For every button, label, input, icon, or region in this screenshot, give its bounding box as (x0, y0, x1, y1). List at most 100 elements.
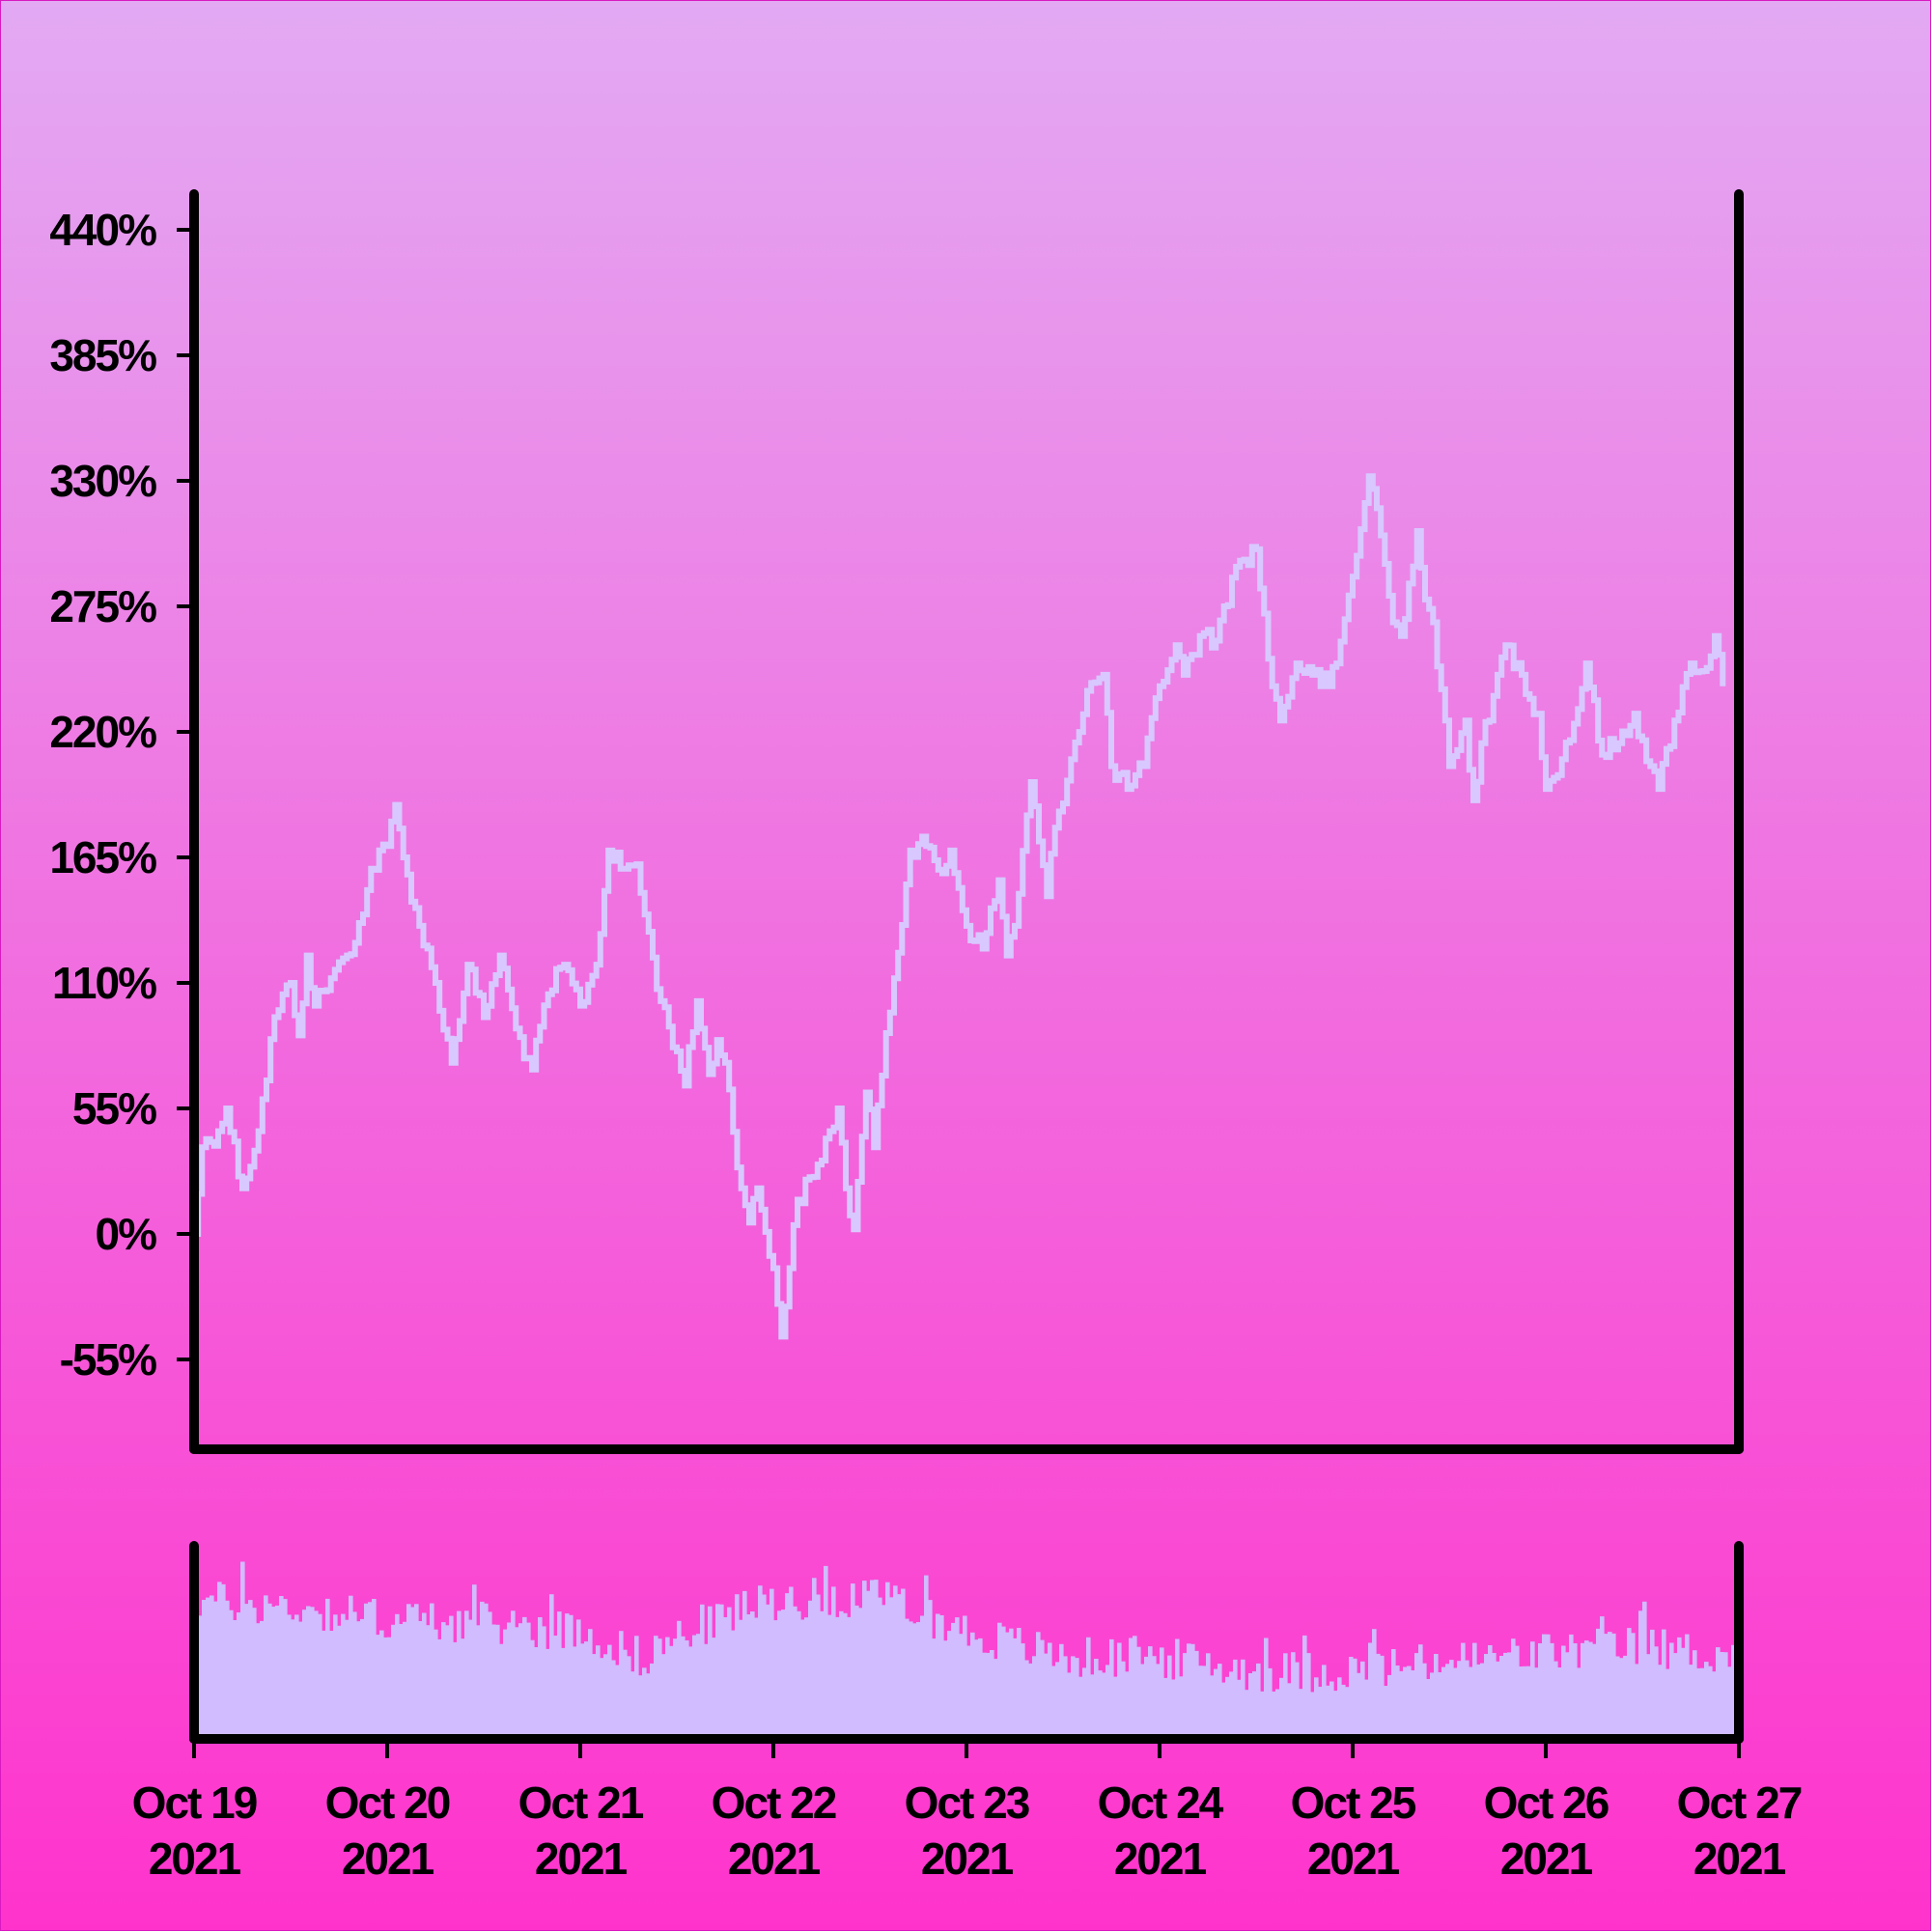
volume-bar (1086, 1637, 1091, 1739)
volume-bar (530, 1639, 535, 1739)
volume-bar (1380, 1655, 1385, 1739)
volume-bar (1403, 1666, 1408, 1739)
volume-bar (1596, 1628, 1601, 1739)
volume-bar (762, 1594, 767, 1739)
volume-bar (862, 1581, 867, 1739)
volume-bar (1345, 1687, 1350, 1739)
volume-bar (291, 1619, 295, 1739)
volume-bar (1604, 1634, 1609, 1739)
volume-bar (372, 1599, 377, 1739)
volume-bar (387, 1637, 392, 1739)
volume-bar (959, 1634, 964, 1739)
volume-bar (1368, 1642, 1373, 1739)
x-tick-label-date: Oct 19 (132, 1778, 257, 1828)
volume-bar (603, 1654, 608, 1739)
volume-bar (1272, 1691, 1276, 1739)
volume-bar (1411, 1670, 1415, 1739)
volume-bar (642, 1667, 647, 1739)
volume-bar (1098, 1670, 1103, 1739)
volume-bar (503, 1629, 508, 1739)
volume-bar (746, 1614, 751, 1739)
volume-bar (468, 1619, 473, 1739)
volume-bar (1241, 1659, 1245, 1739)
y-tick-label: 330% (49, 456, 156, 506)
volume-bar (1669, 1642, 1674, 1739)
volume-bar (1519, 1666, 1524, 1739)
volume-bar (939, 1615, 944, 1739)
volume-bar (677, 1620, 682, 1739)
volume-bar (866, 1590, 871, 1739)
volume-bar (1418, 1644, 1423, 1739)
volume-bar (750, 1611, 755, 1739)
volume-bar (573, 1646, 577, 1739)
volume-bar (491, 1624, 496, 1739)
volume-bar (1399, 1670, 1404, 1739)
volume-bar (1318, 1687, 1323, 1739)
volume-bar (665, 1637, 670, 1739)
volume-series (194, 1561, 1740, 1739)
volume-bar (1017, 1628, 1021, 1739)
volume-bar (1476, 1664, 1481, 1739)
volume-bar (1295, 1662, 1300, 1739)
volume-bar (441, 1622, 446, 1739)
volume-bar (704, 1643, 709, 1739)
x-tick-label-year: 2021 (1693, 1834, 1786, 1884)
volume-bar (1503, 1652, 1508, 1739)
volume-bar (990, 1650, 994, 1739)
volume-bar (897, 1594, 902, 1739)
volume-bar (812, 1578, 817, 1739)
volume-bar (1387, 1674, 1392, 1739)
volume-bar (1051, 1666, 1056, 1739)
volume-bar (1577, 1667, 1581, 1739)
volume-bar (379, 1630, 384, 1739)
volume-bar (607, 1644, 612, 1739)
volume-bar (646, 1673, 651, 1739)
volume-bar (302, 1610, 307, 1739)
volume-bar (1654, 1646, 1659, 1739)
volume-bar (1024, 1660, 1029, 1739)
volume-bar (1187, 1643, 1191, 1739)
volume-bar (1553, 1661, 1558, 1739)
volume-bar (1310, 1692, 1315, 1739)
volume-bar (739, 1619, 743, 1739)
volume-bar (619, 1631, 624, 1739)
volume-bar (422, 1612, 427, 1739)
volume-bar (1333, 1691, 1338, 1739)
x-tick-label-year: 2021 (1500, 1834, 1593, 1884)
y-tick-label: -55% (60, 1334, 156, 1385)
volume-bar (457, 1610, 462, 1739)
volume-bar (1422, 1663, 1427, 1739)
x-tick-label-year: 2021 (342, 1834, 434, 1884)
volume-bar (1299, 1689, 1303, 1739)
volume-bar (1461, 1642, 1466, 1739)
volume-bar (712, 1638, 716, 1739)
volume-bar (252, 1608, 257, 1739)
volume-bar (476, 1625, 481, 1739)
volume-bar (1129, 1638, 1133, 1739)
volume-bar (1275, 1689, 1280, 1739)
volume-bar (271, 1607, 276, 1739)
volume-bar (1264, 1638, 1269, 1739)
volume-bar (970, 1632, 975, 1739)
volume-bar (306, 1606, 311, 1739)
volume-bar (526, 1622, 531, 1739)
volume-bar (924, 1575, 929, 1739)
volume-bar (279, 1596, 284, 1739)
volume-bar (1349, 1657, 1354, 1739)
price-axes (189, 189, 1744, 1454)
volume-bar (854, 1605, 859, 1739)
volume-bar (1569, 1634, 1574, 1739)
volume-bar (611, 1660, 616, 1739)
volume-bar (437, 1638, 442, 1739)
volume-bar (773, 1620, 778, 1739)
volume-bar (804, 1617, 809, 1739)
volume-bar (1283, 1653, 1288, 1739)
y-tick-label: 440% (49, 205, 156, 255)
price-line (194, 473, 1726, 1340)
volume-bar (1557, 1667, 1562, 1739)
y-tick-label: 55% (72, 1083, 156, 1134)
volume-bar (1144, 1656, 1149, 1739)
volume-bar (557, 1611, 562, 1739)
volume-bar (835, 1616, 840, 1739)
volume-bar (1117, 1642, 1122, 1739)
